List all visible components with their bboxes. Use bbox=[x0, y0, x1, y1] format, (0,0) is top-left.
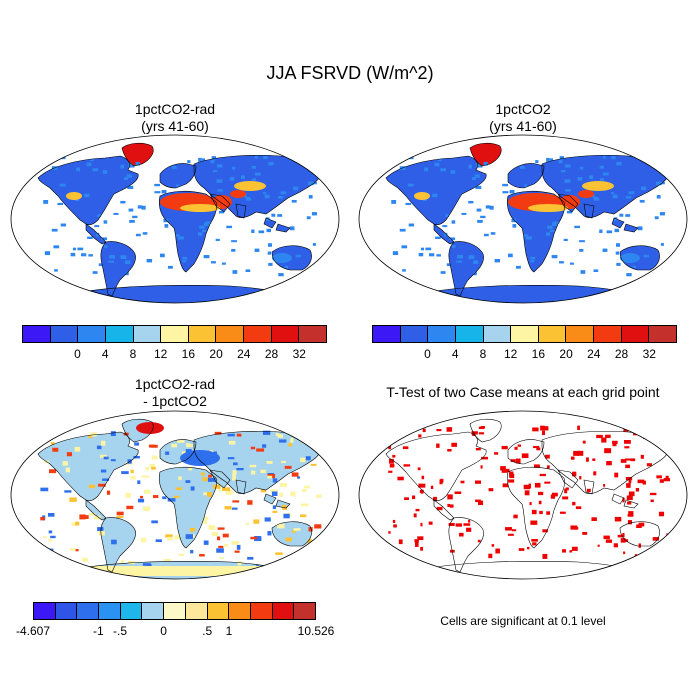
colorbar-tick-label: 1 bbox=[225, 624, 233, 638]
panel-4-title-line1: T-Test of two Case means at each grid po… bbox=[386, 384, 660, 400]
map-border bbox=[358, 410, 688, 580]
colorbar-tick-label: 4 bbox=[101, 347, 109, 361]
significance-note: Cells are significant at 0.1 level bbox=[440, 614, 606, 628]
colorbar-box bbox=[511, 326, 539, 342]
panel-2-title: 1pctCO2 (yrs 41-60) bbox=[358, 101, 688, 135]
map-panel-1pctco2-rad bbox=[10, 134, 340, 304]
colorbar-box bbox=[77, 603, 100, 619]
colorbar-box bbox=[216, 326, 245, 342]
colorbar-tick-label: -.5 bbox=[113, 624, 128, 638]
colorbar-box bbox=[105, 326, 134, 342]
colorbar-box bbox=[299, 326, 327, 342]
colorbar-tick-label: 8 bbox=[479, 347, 487, 361]
map-border bbox=[358, 134, 688, 304]
colorbar-box bbox=[566, 326, 595, 342]
colorbar-box bbox=[50, 326, 79, 342]
colorbar-tick-label: 12 bbox=[153, 347, 168, 361]
desert-hot-region bbox=[414, 181, 640, 263]
colorbar-box bbox=[294, 603, 315, 619]
map-panel-ttest bbox=[358, 410, 688, 580]
colorbar-tick-label: 28 bbox=[614, 347, 629, 361]
colorbar-tick-label: 8 bbox=[129, 347, 137, 361]
colorbar-box bbox=[272, 603, 295, 619]
colorbar-box bbox=[455, 326, 484, 342]
colorbar-tick-label: 20 bbox=[209, 347, 223, 361]
colorbar-tick-label: -1 bbox=[92, 624, 104, 638]
colorbar-tick-label: 16 bbox=[181, 347, 196, 361]
colorbar-box bbox=[483, 326, 512, 342]
figure-title: JJA FSRVD (W/m^2) bbox=[266, 63, 434, 83]
colorbar-box bbox=[649, 326, 677, 342]
colorbar-box bbox=[373, 326, 401, 342]
panel-1-title-line1: 1pctCO2-rad bbox=[134, 101, 216, 117]
colorbar-tick-label: 24 bbox=[237, 347, 251, 361]
colorbar-tick-label: 0 bbox=[74, 347, 81, 361]
panel-3-title: 1pctCO2-rad - 1pctCO2 bbox=[10, 376, 340, 410]
colorbar-box bbox=[55, 603, 78, 619]
colorbar-tick-label: 0 bbox=[424, 347, 431, 361]
colorbar-box bbox=[538, 326, 567, 342]
colorbar-box bbox=[250, 603, 273, 619]
desert-hot-region bbox=[66, 181, 292, 263]
colorbar-box bbox=[23, 326, 51, 342]
colorbar-tick-label: 32 bbox=[292, 347, 306, 361]
colorbar-tick-label: 0 bbox=[160, 624, 167, 638]
colorbar-tick-label: 20 bbox=[559, 347, 573, 361]
colorbar-box bbox=[185, 603, 208, 619]
panel-4-title: T-Test of two Case means at each grid po… bbox=[353, 384, 693, 401]
colorbar-panel-3 bbox=[33, 602, 316, 620]
colorbar-panel-1-ticks: 0 4 8 12 16 20 24 28 32 bbox=[22, 347, 327, 363]
colorbar-box bbox=[78, 326, 106, 342]
colorbar-panel-2 bbox=[372, 325, 677, 343]
colorbar-tick-label: -4.607 bbox=[15, 624, 51, 638]
map-panel-1pctco2 bbox=[358, 134, 688, 304]
colorbar-box bbox=[34, 603, 56, 619]
map-border bbox=[10, 410, 340, 580]
colorbar-box bbox=[207, 603, 230, 619]
colorbar-box bbox=[594, 326, 622, 342]
map-panel-difference bbox=[10, 410, 340, 580]
colorbar-box bbox=[120, 603, 143, 619]
panel-2-title-line2: (yrs 41-60) bbox=[489, 118, 557, 134]
colorbar-tick-label: 4 bbox=[451, 347, 459, 361]
colorbar-box bbox=[428, 326, 456, 342]
colorbar-tick-label: 32 bbox=[642, 347, 656, 361]
colorbar-box bbox=[133, 326, 162, 342]
colorbar-box bbox=[271, 326, 300, 342]
colorbar-panel-3-ticks: -4.607 -1 -.5 0 .5 1 10.526 bbox=[16, 624, 334, 640]
colorbar-box bbox=[244, 326, 272, 342]
colorbar-box bbox=[164, 603, 186, 619]
colorbar-panel-1 bbox=[22, 325, 327, 343]
colorbar-box bbox=[400, 326, 429, 342]
colorbar-tick-label: .5 bbox=[202, 624, 213, 638]
panel-2-title-line1: 1pctCO2 bbox=[495, 101, 551, 117]
colorbar-tick-label: 24 bbox=[587, 347, 601, 361]
panel-1-title-line2: (yrs 41-60) bbox=[141, 118, 209, 134]
panel-3-title-line2: - 1pctCO2 bbox=[143, 393, 207, 409]
map-border bbox=[10, 134, 340, 304]
panel-3-title-line1: 1pctCO2-rad bbox=[134, 376, 216, 392]
colorbar-box bbox=[161, 326, 189, 342]
colorbar-tick-label: 10.526 bbox=[297, 624, 335, 638]
colorbar-box bbox=[99, 603, 121, 619]
colorbar-tick-label: 16 bbox=[531, 347, 546, 361]
colorbar-box bbox=[229, 603, 251, 619]
colorbar-panel-2-ticks: 0 4 8 12 16 20 24 28 32 bbox=[372, 347, 677, 363]
panel-1-title: 1pctCO2-rad (yrs 41-60) bbox=[10, 101, 340, 135]
colorbar-box bbox=[621, 326, 650, 342]
colorbar-tick-label: 28 bbox=[264, 347, 279, 361]
colorbar-box bbox=[142, 603, 165, 619]
colorbar-box bbox=[188, 326, 217, 342]
colorbar-tick-label: 12 bbox=[503, 347, 518, 361]
